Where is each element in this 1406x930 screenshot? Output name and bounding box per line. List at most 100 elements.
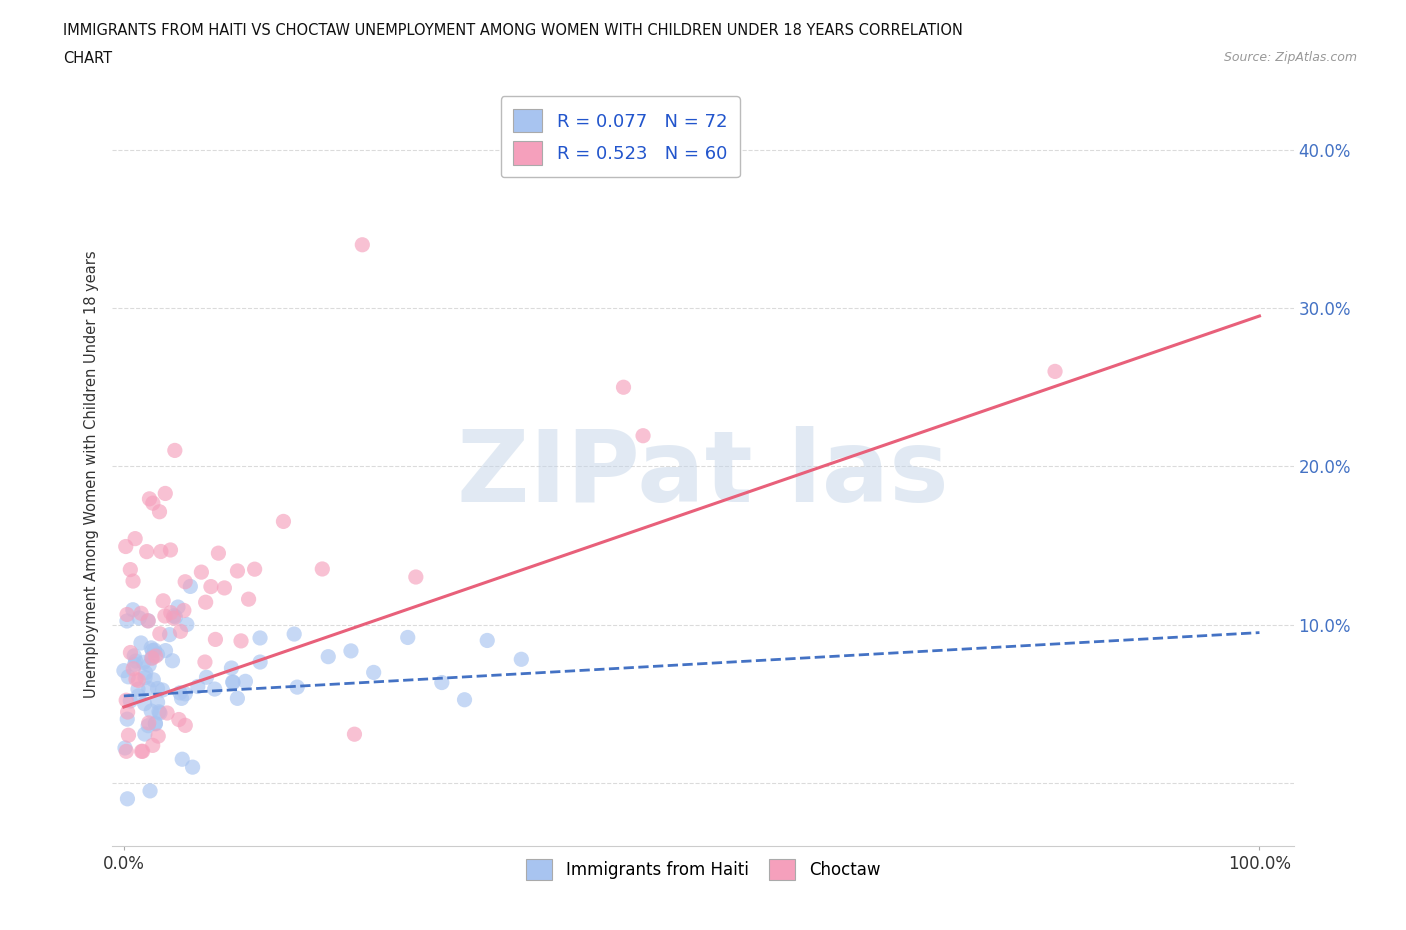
Point [142,672,165,687]
Point [238,591,260,606]
Point [143,716,166,731]
Point [165,609,187,624]
Point [453,692,475,707]
Point [117,705,139,720]
Point [159,542,181,557]
Point [221,660,243,675]
Point [125,654,148,669]
Point [340,644,363,658]
Point [112,663,135,678]
Point [155,644,177,658]
Point [510,652,533,667]
Point [311,562,333,577]
Point [249,655,271,670]
Point [155,486,177,501]
Text: CHART: CHART [63,51,112,66]
Y-axis label: Unemployment Among Women with Children Under 18 years: Unemployment Among Women with Children U… [84,250,100,698]
Point [136,614,159,629]
Point [127,682,149,697]
Point [138,491,160,506]
Point [139,783,162,798]
Point [141,643,163,658]
Point [120,645,142,660]
Point [131,744,153,759]
Point [134,726,156,741]
Point [316,649,339,664]
Point [283,627,305,642]
Point [138,681,160,696]
Point [156,706,179,721]
Point [117,728,139,743]
Point [153,608,176,623]
Point [138,715,160,730]
Point [222,674,245,689]
Point [148,504,170,519]
Point [179,579,201,594]
Point [612,379,634,394]
Point [226,564,249,578]
Point [226,691,249,706]
Point [214,580,236,595]
Point [405,569,427,584]
Point [396,630,419,644]
Point [122,574,145,589]
Point [132,655,155,670]
Point [149,626,172,641]
Point [129,635,152,650]
Point [143,643,166,658]
Point [363,665,385,680]
Point [136,718,159,733]
Point [146,695,169,710]
Point [159,605,181,620]
Text: ZIPat las: ZIPat las [457,426,949,523]
Point [122,603,145,618]
Point [190,565,212,579]
Point [163,608,186,623]
Point [129,605,152,620]
Point [285,680,308,695]
Point [120,562,142,577]
Point [204,632,226,647]
Point [145,648,167,663]
Point [138,658,160,672]
Point [169,624,191,639]
Point [352,237,374,252]
Point [115,607,138,622]
Point [125,671,148,686]
Point [249,631,271,645]
Point [141,641,163,656]
Point [122,661,145,676]
Point [200,579,222,594]
Point [141,650,163,665]
Point [122,648,145,663]
Point [128,688,150,703]
Point [169,685,191,700]
Point [131,744,153,759]
Point [235,674,257,689]
Point [148,704,170,719]
Point [149,544,172,559]
Point [146,647,169,662]
Point [115,711,138,726]
Point [174,575,197,590]
Point [162,611,184,626]
Point [173,603,195,618]
Point [477,633,499,648]
Point [141,651,163,666]
Text: IMMIGRANTS FROM HAITI VS CHOCTAW UNEMPLOYMENT AMONG WOMEN WITH CHILDREN UNDER 18: IMMIGRANTS FROM HAITI VS CHOCTAW UNEMPLO… [63,23,963,38]
Point [194,595,217,610]
Point [167,712,190,727]
Point [430,675,453,690]
Point [1043,364,1066,379]
Point [124,657,146,671]
Point [207,546,229,561]
Point [142,496,165,511]
Point [127,673,149,688]
Point [172,751,194,766]
Point [146,681,169,696]
Point [167,600,190,615]
Point [159,627,181,642]
Point [194,655,217,670]
Point [162,653,184,668]
Point [174,686,197,701]
